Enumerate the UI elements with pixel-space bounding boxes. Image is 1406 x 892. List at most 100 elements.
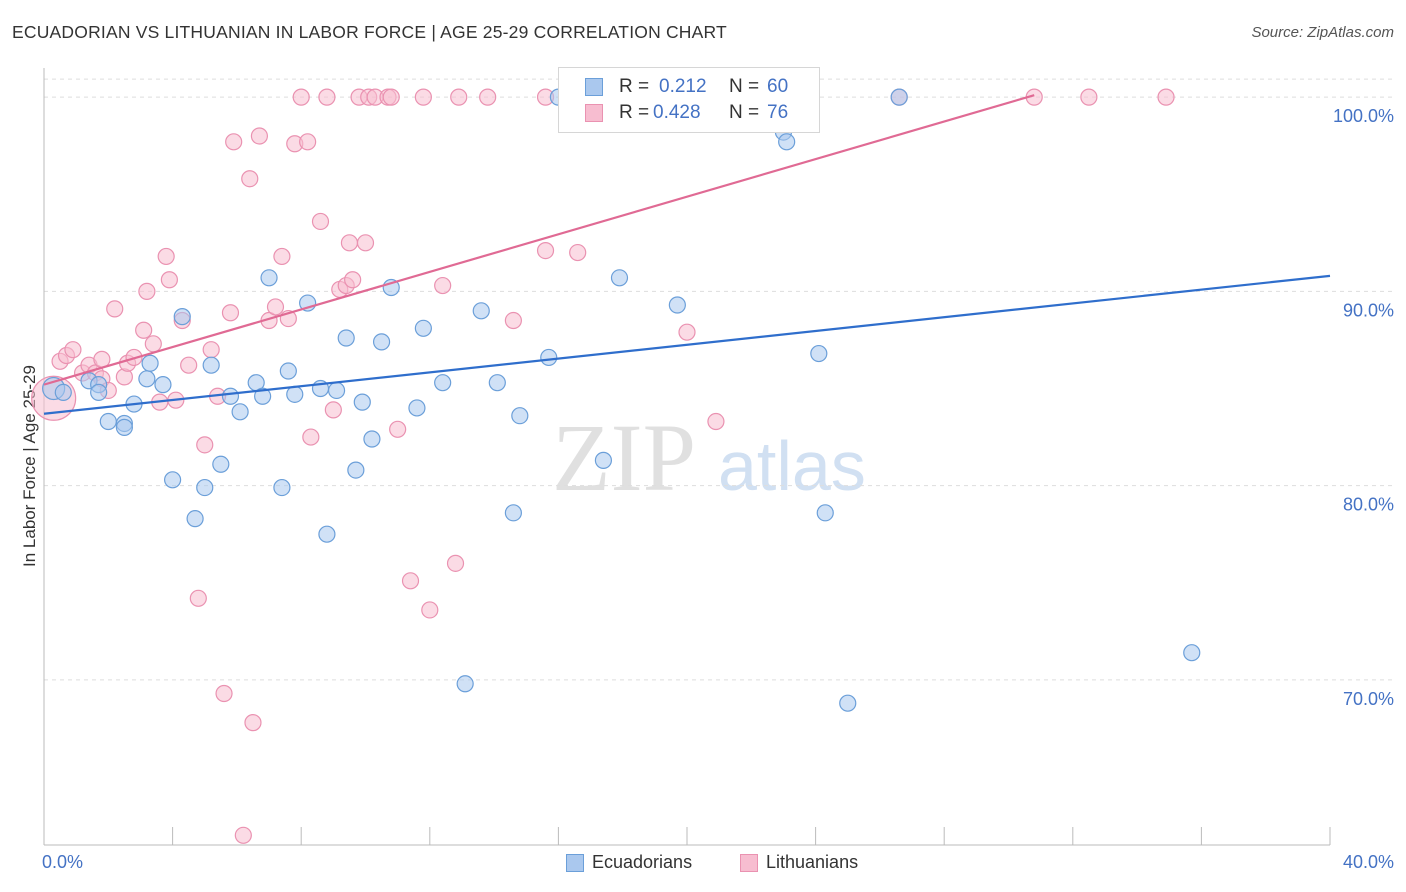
lithuanian-point bbox=[215, 684, 233, 703]
legend-n-label: N = bbox=[729, 102, 760, 123]
ecuadorian-point bbox=[202, 356, 220, 374]
watermark-atlas: atlas bbox=[718, 427, 866, 505]
legend-n-label: N = bbox=[729, 76, 760, 97]
lithuanian-point bbox=[250, 127, 269, 145]
ecuadorian-point bbox=[254, 387, 272, 405]
chart-title: ECUADORIAN VS LITHUANIAN IN LABOR FORCE … bbox=[12, 22, 727, 42]
lithuanian-point bbox=[356, 234, 375, 252]
lithuanian-point bbox=[344, 271, 362, 289]
trendline-ecuadorians bbox=[43, 274, 1331, 415]
legend-r-value: 0.212 bbox=[659, 76, 707, 97]
ecuadorian-point bbox=[1183, 644, 1201, 662]
lithuanian-point bbox=[536, 241, 555, 260]
bottom-legend-swatch-pink bbox=[740, 853, 758, 872]
ecuadorian-point bbox=[99, 412, 117, 431]
ecuadorian-point bbox=[456, 675, 474, 693]
bottom-legend-label: Lithuanians bbox=[766, 852, 859, 872]
ecuadorian-point bbox=[90, 383, 108, 401]
lithuanian-point bbox=[157, 247, 175, 266]
ecuadorian-point bbox=[337, 329, 355, 347]
correlation-legend: R = 0.212 N = 60 R = 0.428 N = 76 bbox=[558, 67, 820, 133]
y-tick-label: 80.0% bbox=[1343, 495, 1394, 515]
lithuanian-point bbox=[707, 412, 725, 431]
bottom-legend-ecuadorians: Ecuadorians bbox=[566, 852, 692, 873]
lithuanian-point bbox=[196, 436, 214, 454]
ecuadorian-point bbox=[173, 308, 191, 326]
ecuadorian-point bbox=[318, 525, 336, 543]
lithuanian-point bbox=[189, 589, 207, 607]
ecuadorian-point bbox=[511, 407, 529, 425]
lithuanian-point bbox=[234, 826, 252, 844]
ecuadorian-point bbox=[286, 385, 304, 403]
lithuanian-point bbox=[318, 88, 336, 106]
ecuadorian-point bbox=[839, 694, 857, 712]
ecuadorian-point bbox=[327, 381, 346, 400]
trendline-lithuanians bbox=[43, 94, 1035, 386]
ecuadorian-point bbox=[668, 296, 686, 314]
legend-n-value: 60 bbox=[767, 76, 789, 97]
y-tick-label: 100.0% bbox=[1333, 106, 1394, 126]
ecuadorian-point bbox=[221, 387, 240, 405]
ecuadorian-point bbox=[890, 88, 908, 106]
lithuanian-point bbox=[160, 271, 178, 289]
legend-r-label: R = bbox=[619, 102, 650, 123]
ecuadorian-point bbox=[54, 383, 72, 401]
ecuadorian-point bbox=[138, 370, 156, 388]
lithuanian-point bbox=[450, 88, 468, 106]
lithuanian-point bbox=[401, 572, 420, 590]
lithuanian-point bbox=[569, 243, 587, 262]
ecuadorian-point bbox=[347, 461, 365, 479]
ecuadorian-point bbox=[610, 269, 629, 287]
ecuadorian-point bbox=[231, 403, 249, 421]
legend-swatch-pink bbox=[585, 104, 603, 122]
lithuanian-point bbox=[273, 247, 291, 266]
legend-r-label: R = bbox=[619, 76, 650, 97]
lithuanian-point bbox=[135, 321, 153, 339]
lithuanian-point bbox=[446, 554, 465, 572]
lithuanian-point bbox=[421, 601, 439, 619]
lithuanian-point bbox=[1157, 88, 1175, 106]
x-tick-label-min: 0.0% bbox=[42, 852, 84, 872]
ecuadorian-point bbox=[434, 374, 452, 392]
lithuanian-point bbox=[340, 234, 359, 252]
ecuadorian-point bbox=[488, 374, 506, 392]
ecuadorian-point bbox=[196, 478, 214, 497]
x-tick-label-max: 40.0% bbox=[1342, 852, 1394, 872]
ecuadorian-point bbox=[186, 510, 204, 528]
lithuanian-point bbox=[302, 428, 320, 446]
bottom-legend-label: Ecuadorians bbox=[592, 852, 693, 872]
source-credit: Source: ZipAtlas.com bbox=[1251, 24, 1394, 41]
ecuadorian-point bbox=[408, 399, 426, 417]
ecuadorian-point bbox=[363, 430, 381, 448]
ecuadorian-point bbox=[279, 362, 297, 380]
y-tick-label: 70.0% bbox=[1343, 689, 1394, 709]
ecuadorian-point bbox=[472, 302, 490, 320]
lithuanian-point bbox=[244, 714, 262, 732]
ecuadorian-point bbox=[778, 133, 796, 151]
ecuadorian-point bbox=[414, 319, 432, 337]
ecuadorian-point bbox=[212, 455, 230, 473]
lithuanian-point bbox=[180, 356, 198, 374]
ecuadorian-point bbox=[816, 504, 834, 522]
lithuanian-point bbox=[292, 88, 310, 106]
lithuanian-point bbox=[221, 304, 240, 322]
ecuadorian-point bbox=[372, 333, 391, 351]
lithuanian-point bbox=[414, 88, 432, 106]
ecuadorian-point bbox=[273, 478, 291, 497]
lithuanian-point bbox=[479, 88, 497, 106]
legend-r-value: 0.428 bbox=[653, 102, 701, 123]
ecuadorian-point bbox=[353, 393, 371, 411]
legend-n-value: 76 bbox=[767, 102, 789, 123]
lithuanian-point bbox=[106, 300, 124, 318]
lithuanian-point bbox=[504, 311, 522, 330]
lithuanian-point bbox=[311, 212, 330, 231]
series-ecuadorians bbox=[42, 88, 1201, 712]
lithuanian-point bbox=[138, 282, 156, 300]
legend-swatch-blue bbox=[585, 78, 603, 96]
lithuanian-point bbox=[389, 420, 407, 438]
lithuanian-point bbox=[64, 341, 82, 359]
ecuadorian-point bbox=[594, 451, 613, 469]
ecuadorian-point bbox=[115, 418, 133, 436]
lithuanian-point bbox=[241, 170, 259, 188]
